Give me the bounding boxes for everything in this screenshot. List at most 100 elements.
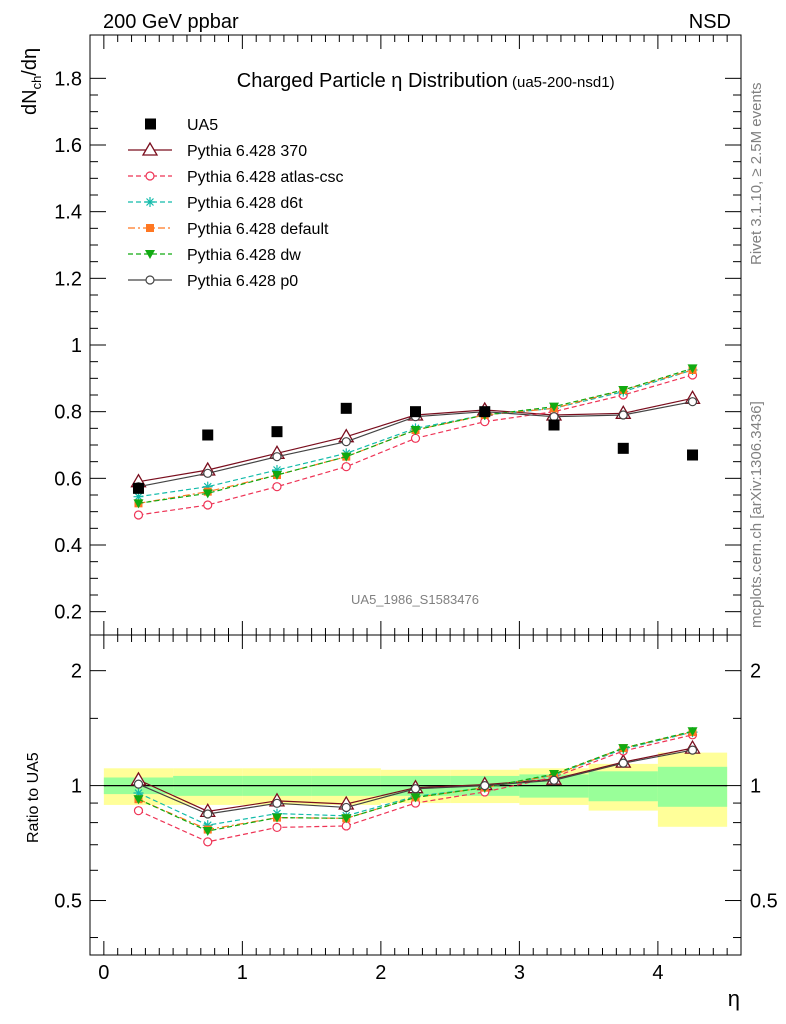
ratio-point xyxy=(272,798,282,808)
legend-label: Pythia 6.428 atlas-csc xyxy=(187,169,344,186)
y-tick-label: 1.8 xyxy=(54,68,82,90)
x-tick-label: 1 xyxy=(237,962,248,984)
ratio-point xyxy=(549,770,560,780)
y-tick-label: 0.2 xyxy=(54,602,82,624)
ratio-point xyxy=(203,837,213,847)
x-tick-label: 3 xyxy=(514,962,525,984)
legend-marker xyxy=(145,275,155,285)
ratio-panel: 0.5 0.5 1 1 2 2 0 1 2 3 4 Ratio to UA5 η xyxy=(25,634,778,1011)
data-point xyxy=(618,386,629,395)
legend-marker xyxy=(141,141,159,156)
uncertainty-band-inner xyxy=(588,771,658,802)
ratio-y-axis: 0.5 0.5 1 1 2 2 xyxy=(54,661,778,939)
y-tick-label: 1.6 xyxy=(54,135,82,157)
mcplots-label: mcplots.cern.ch [arXiv:1306.3436] xyxy=(748,401,765,628)
data-point xyxy=(133,499,144,509)
legend-entry: Pythia 6.428 default xyxy=(128,221,329,238)
data-point xyxy=(410,426,421,435)
main-y-axis: 0.2 0.4 0.6 0.8 1 1.2 1.4 1.6 1.8 xyxy=(54,68,741,624)
data-point xyxy=(133,510,144,520)
ratio-point xyxy=(133,779,144,789)
ratio-line xyxy=(138,731,693,826)
y-tick-label: 0.6 xyxy=(54,468,82,490)
legend-marker xyxy=(146,224,154,232)
series-line xyxy=(138,367,693,504)
data-point xyxy=(133,491,144,502)
ratio-point xyxy=(410,784,421,794)
legend: UA5 Pythia 6.428 370 Pythia 6.428 atlas-cs… xyxy=(128,117,344,290)
ratio-point xyxy=(549,775,559,785)
data-point xyxy=(617,442,629,454)
legend-label: Pythia 6.428 p0 xyxy=(187,273,298,290)
data-point xyxy=(549,402,560,412)
data-point xyxy=(271,426,283,438)
ratio-x-axis: 0 1 2 3 4 xyxy=(98,635,728,984)
uncertainty-band-inner xyxy=(657,766,728,807)
legend-entry: Pythia 6.428 d6t xyxy=(128,195,303,212)
legend-entry: UA5 xyxy=(145,117,218,134)
watermark: UA5_1986_S1583476 xyxy=(351,592,479,607)
data-point xyxy=(479,406,491,418)
data-point xyxy=(341,462,351,472)
rivet-label: Rivet 3.1.10, ≥ 2.5M events xyxy=(748,83,765,266)
y-tick-label: 2 xyxy=(71,661,82,683)
data-point xyxy=(687,364,698,374)
ratio-point xyxy=(272,822,282,833)
ratio-point xyxy=(341,802,351,813)
y-tick-label: 0.4 xyxy=(54,535,82,557)
y-tick-label: 1 xyxy=(71,335,82,357)
data-point xyxy=(132,482,144,494)
y-tick-label: 1 xyxy=(71,776,82,798)
data-point xyxy=(271,471,282,480)
ratio-point xyxy=(480,780,490,791)
data-point xyxy=(203,500,213,510)
data-point xyxy=(548,419,560,431)
ratio-point xyxy=(271,808,282,819)
data-point xyxy=(272,482,282,492)
data-point xyxy=(202,481,213,492)
legend-entry: Pythia 6.428 p0 xyxy=(128,273,298,290)
legend-label: UA5 xyxy=(187,117,218,134)
data-point xyxy=(549,412,559,422)
y-tick-label: 0.5 xyxy=(54,891,82,913)
data-point xyxy=(341,452,352,462)
data-point xyxy=(687,397,698,407)
y-tick-label-right: 0.5 xyxy=(750,891,778,913)
ratio-y-label: Ratio to UA5 xyxy=(25,752,42,843)
data-point xyxy=(203,468,213,478)
legend-label: Pythia 6.428 d6t xyxy=(187,195,303,212)
header-left: 200 GeV ppbar xyxy=(103,11,239,33)
ratio-point xyxy=(687,745,698,755)
ratio-point xyxy=(133,806,144,816)
ratio-point xyxy=(133,795,144,805)
x-tick-label: 2 xyxy=(375,962,386,984)
main-subtitle: (ua5-200-nsd1) xyxy=(512,74,615,91)
ratio-point xyxy=(133,788,144,799)
ratio-point xyxy=(202,827,213,837)
main-series-layer xyxy=(130,364,701,520)
data-point xyxy=(687,449,699,461)
series-atlas-csc xyxy=(133,370,698,520)
data-point xyxy=(271,465,282,475)
data-point xyxy=(340,402,352,414)
legend-marker xyxy=(145,197,155,207)
series-line xyxy=(138,374,693,516)
data-point xyxy=(410,433,421,443)
header-right: NSD xyxy=(689,11,731,33)
y-tick-label: 1.2 xyxy=(54,268,82,290)
ratio-dw xyxy=(133,727,698,837)
x-axis-label: η xyxy=(728,986,740,1011)
ratio-point xyxy=(687,727,698,737)
ratio-frame xyxy=(89,634,742,956)
x-tick-label: 4 xyxy=(652,962,663,984)
legend-label: Pythia 6.428 default xyxy=(187,221,329,238)
ratio-point xyxy=(410,793,421,803)
legend-entry: Pythia 6.428 dw xyxy=(128,247,301,264)
x-tick-label: 0 xyxy=(98,962,109,984)
main-x-ticks xyxy=(103,35,728,635)
series-line xyxy=(138,369,693,498)
ratio-point xyxy=(203,809,213,819)
data-point xyxy=(341,437,351,447)
y-tick-label: 1.4 xyxy=(54,202,82,224)
